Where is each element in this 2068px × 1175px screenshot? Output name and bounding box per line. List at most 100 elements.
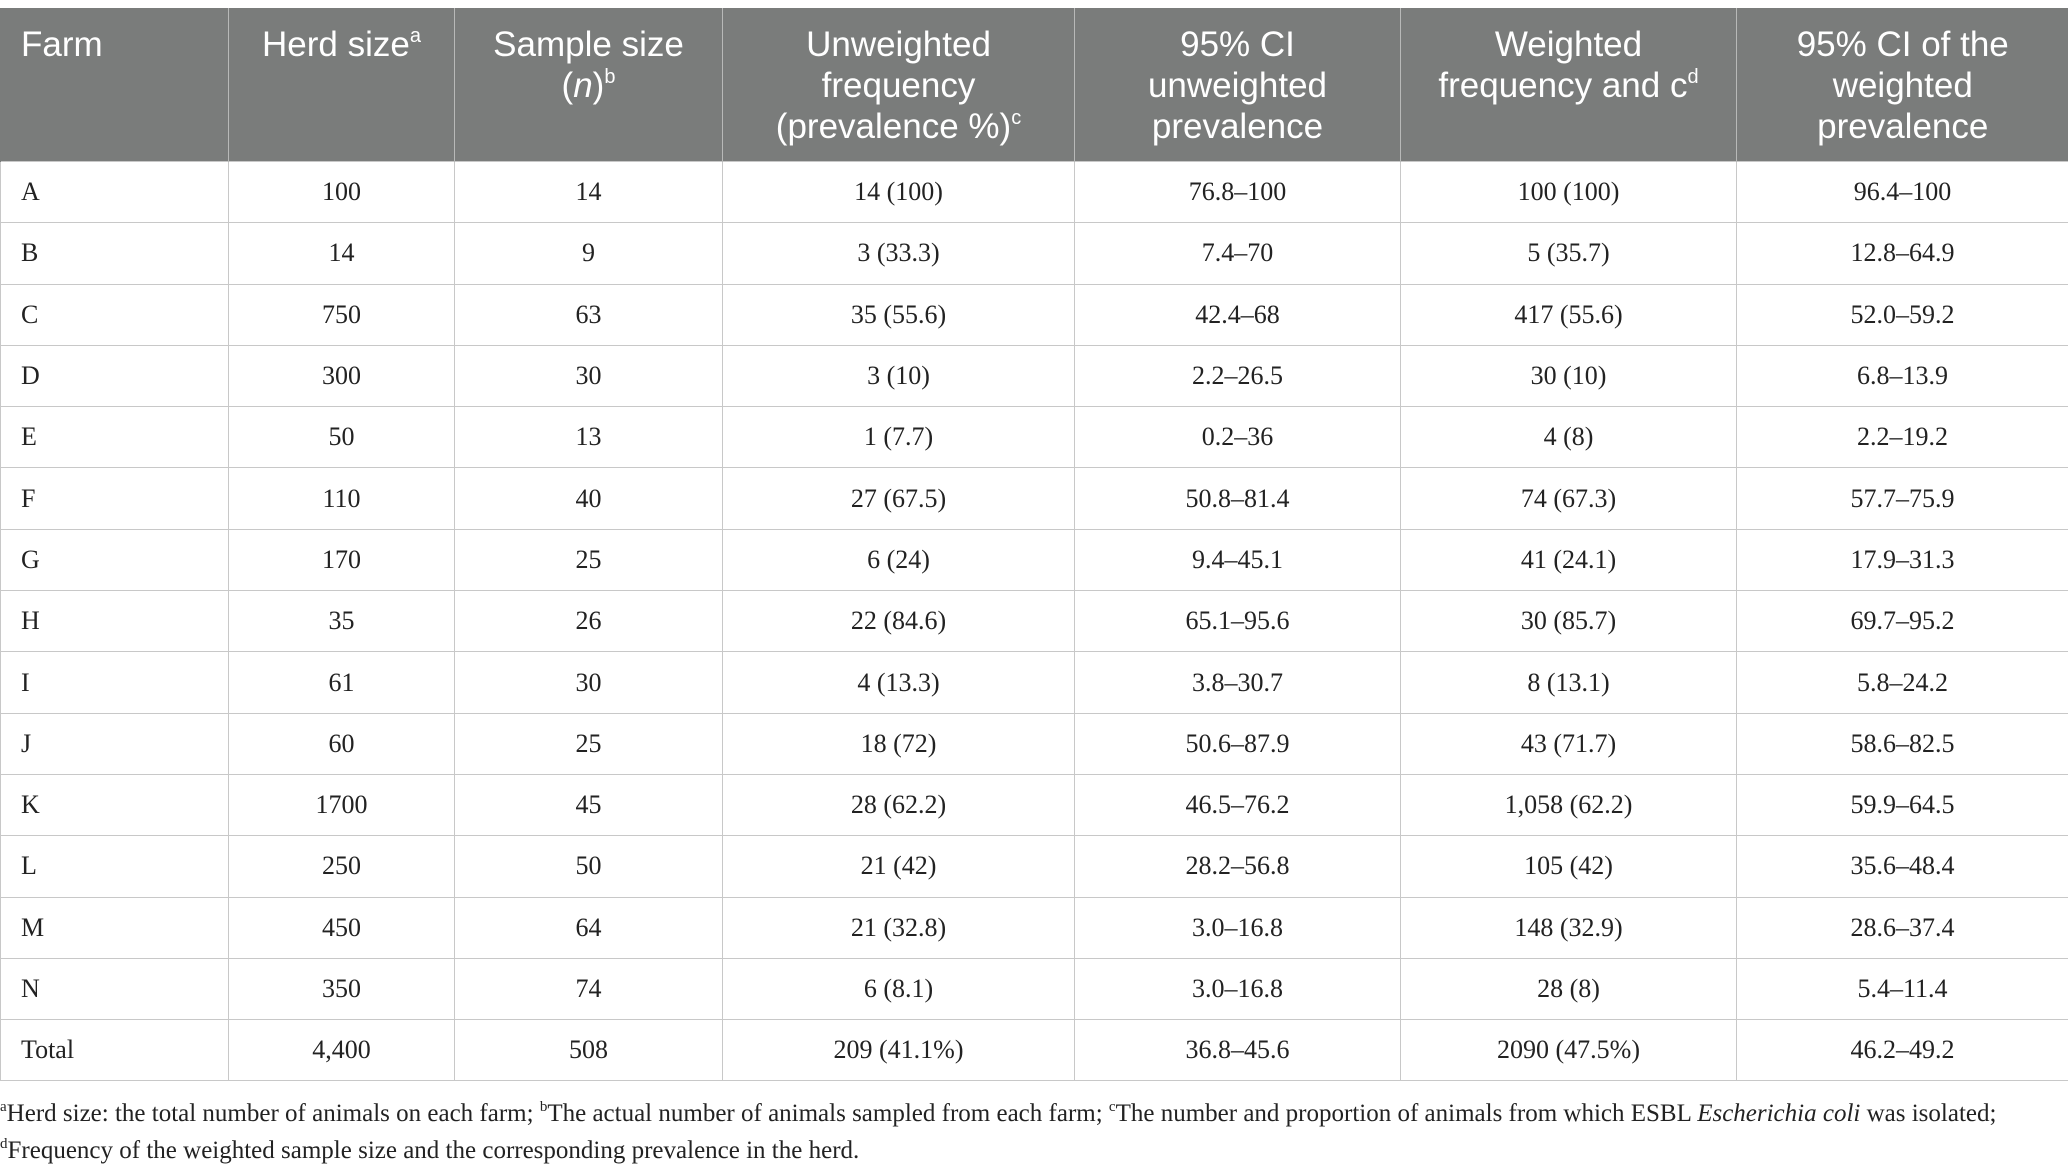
cell-farm: E	[0, 406, 229, 469]
cell-ci-weighted: 57.7–75.9	[1736, 467, 2068, 530]
cell-weighted-frequency: 43 (71.7)	[1400, 712, 1737, 775]
cell-sample-size: 13	[454, 406, 723, 469]
cell-unweighted-frequency: 6 (24)	[722, 528, 1075, 592]
table-row: A 100 14 14 (100) 76.8–100 100 (100) 96.4–100	[0, 160, 2068, 224]
prevalence-table: Farm Herd sizea Sample size (n)b Unweight…	[0, 8, 2068, 1082]
cell-weighted-frequency: 105 (42)	[1400, 835, 1737, 898]
cell-weighted-frequency: 100 (100)	[1400, 160, 1737, 224]
cell-farm: H	[0, 590, 229, 653]
cell-farm: C	[0, 283, 229, 346]
footnote-a: Herd size: the total number of animals o…	[6, 1100, 540, 1127]
table-row: H 35 26 22 (84.6) 65.1–95.6 30 (85.7) 69.7–95.…	[0, 590, 2068, 653]
table-row: F 110 40 27 (67.5) 50.8–81.4 74 (67.3) 57.7–75…	[0, 467, 2068, 530]
header-sample-size: Sample size (n)b	[454, 8, 723, 162]
cell-farm: L	[0, 835, 229, 898]
cell-weighted-frequency: 30 (85.7)	[1400, 590, 1737, 653]
cell-ci-weighted: 35.6–48.4	[1736, 835, 2068, 898]
cell-sample-size: 74	[454, 957, 723, 1021]
cell-ci-weighted: 28.6–37.4	[1736, 896, 2068, 959]
cell-sample-size: 45	[454, 773, 723, 837]
cell-ci-unweighted: 2.2–26.5	[1074, 344, 1401, 408]
cell-weighted-frequency: 30 (10)	[1400, 344, 1737, 408]
cell-unweighted-frequency: 35 (55.6)	[722, 283, 1075, 346]
cell-herd-size: 750	[228, 283, 455, 346]
cell-farm: N	[0, 957, 229, 1021]
cell-sample-size: 14	[454, 160, 723, 224]
cell-herd-size: 110	[228, 467, 455, 530]
footnote-d: Frequency of the weighted sample size an…	[7, 1137, 860, 1164]
cell-unweighted-frequency: 28 (62.2)	[722, 773, 1075, 837]
cell-farm: J	[0, 712, 229, 775]
cell-weighted-frequency: 148 (32.9)	[1400, 896, 1737, 959]
cell-unweighted-frequency: 14 (100)	[722, 160, 1075, 224]
table-row: K 1700 45 28 (62.2) 46.5–76.2 1,058 (62.2) 59.…	[0, 773, 2068, 837]
cell-herd-size: 60	[228, 712, 455, 775]
cell-unweighted-frequency: 209 (41.1%)	[722, 1019, 1075, 1082]
cell-weighted-frequency: 28 (8)	[1400, 957, 1737, 1021]
footnote-c-mark: c	[1108, 1099, 1116, 1115]
table-header-row: Farm Herd sizea Sample size (n)b Unweight…	[0, 8, 2068, 162]
cell-farm: Total	[0, 1019, 229, 1082]
cell-herd-size: 300	[228, 344, 455, 408]
cell-ci-weighted: 52.0–59.2	[1736, 283, 2068, 346]
cell-unweighted-frequency: 4 (13.3)	[722, 651, 1075, 714]
table-row: E 50 13 1 (7.7) 0.2–36 4 (8) 2.2–19.2	[0, 406, 2068, 469]
cell-ci-unweighted: 3.0–16.8	[1074, 957, 1401, 1021]
cell-ci-unweighted: 50.6–87.9	[1074, 712, 1401, 775]
cell-unweighted-frequency: 3 (33.3)	[722, 222, 1075, 285]
header-weighted-frequency: Weighted frequency and cd	[1400, 8, 1737, 162]
cell-unweighted-frequency: 18 (72)	[722, 712, 1075, 775]
cell-farm: D	[0, 344, 229, 408]
table-row: L 250 50 21 (42) 28.2–56.8 105 (42) 35.6–48.4	[0, 835, 2068, 898]
cell-farm: M	[0, 896, 229, 959]
cell-farm: B	[0, 222, 229, 285]
cell-sample-size: 9	[454, 222, 723, 285]
cell-herd-size: 61	[228, 651, 455, 714]
cell-ci-weighted: 2.2–19.2	[1736, 406, 2068, 469]
cell-weighted-frequency: 4 (8)	[1400, 406, 1737, 469]
cell-weighted-frequency: 5 (35.7)	[1400, 222, 1737, 285]
cell-farm: A	[0, 160, 229, 224]
cell-ci-weighted: 6.8–13.9	[1736, 344, 2068, 408]
cell-sample-size: 63	[454, 283, 723, 346]
cell-herd-size: 1700	[228, 773, 455, 837]
cell-herd-size: 14	[228, 222, 455, 285]
cell-sample-size: 40	[454, 467, 723, 530]
cell-ci-weighted: 58.6–82.5	[1736, 712, 2068, 775]
cell-unweighted-frequency: 3 (10)	[722, 344, 1075, 408]
cell-weighted-frequency: 1,058 (62.2)	[1400, 773, 1737, 837]
table-row: J 60 25 18 (72) 50.6–87.9 43 (71.7) 58.6–82.5	[0, 712, 2068, 775]
cell-ci-unweighted: 50.8–81.4	[1074, 467, 1401, 530]
cell-ci-weighted: 46.2–49.2	[1736, 1019, 2068, 1082]
table-row: G 170 25 6 (24) 9.4–45.1 41 (24.1) 17.9–31.3	[0, 528, 2068, 592]
header-herd-size: Herd sizea	[228, 8, 455, 162]
cell-sample-size: 25	[454, 712, 723, 775]
cell-ci-weighted: 69.7–95.2	[1736, 590, 2068, 653]
cell-herd-size: 50	[228, 406, 455, 469]
cell-weighted-frequency: 8 (13.1)	[1400, 651, 1737, 714]
results-table-container: Farm Herd sizea Sample size (n)b Unweight…	[0, 8, 2068, 1082]
footnote-c-part2: was isolated;	[1860, 1100, 1997, 1127]
cell-farm: F	[0, 467, 229, 530]
cell-unweighted-frequency: 1 (7.7)	[722, 406, 1075, 469]
cell-unweighted-frequency: 22 (84.6)	[722, 590, 1075, 653]
header-farm: Farm	[0, 8, 229, 162]
cell-farm: I	[0, 651, 229, 714]
cell-ci-weighted: 17.9–31.3	[1736, 528, 2068, 592]
cell-sample-size: 25	[454, 528, 723, 592]
header-ci-unweighted: 95% CI unweighted prevalence	[1074, 8, 1401, 162]
cell-ci-unweighted: 65.1–95.6	[1074, 590, 1401, 653]
cell-ci-weighted: 59.9–64.5	[1736, 773, 2068, 837]
cell-ci-weighted: 5.8–24.2	[1736, 651, 2068, 714]
cell-unweighted-frequency: 21 (32.8)	[722, 896, 1075, 959]
cell-sample-size: 508	[454, 1019, 723, 1082]
cell-ci-weighted: 5.4–11.4	[1736, 957, 2068, 1021]
table-footnotes: aHerd size: the total number of animals …	[0, 1095, 2060, 1169]
cell-farm: K	[0, 773, 229, 837]
table-row: D 300 30 3 (10) 2.2–26.5 30 (10) 6.8–13.9	[0, 344, 2068, 408]
footnote-b-mark: b	[539, 1099, 548, 1115]
cell-ci-unweighted: 7.4–70	[1074, 222, 1401, 285]
cell-herd-size: 170	[228, 528, 455, 592]
footnote-c-part1: The number and proportion of animals fro…	[1115, 1100, 1698, 1127]
cell-weighted-frequency: 2090 (47.5%)	[1400, 1019, 1737, 1082]
